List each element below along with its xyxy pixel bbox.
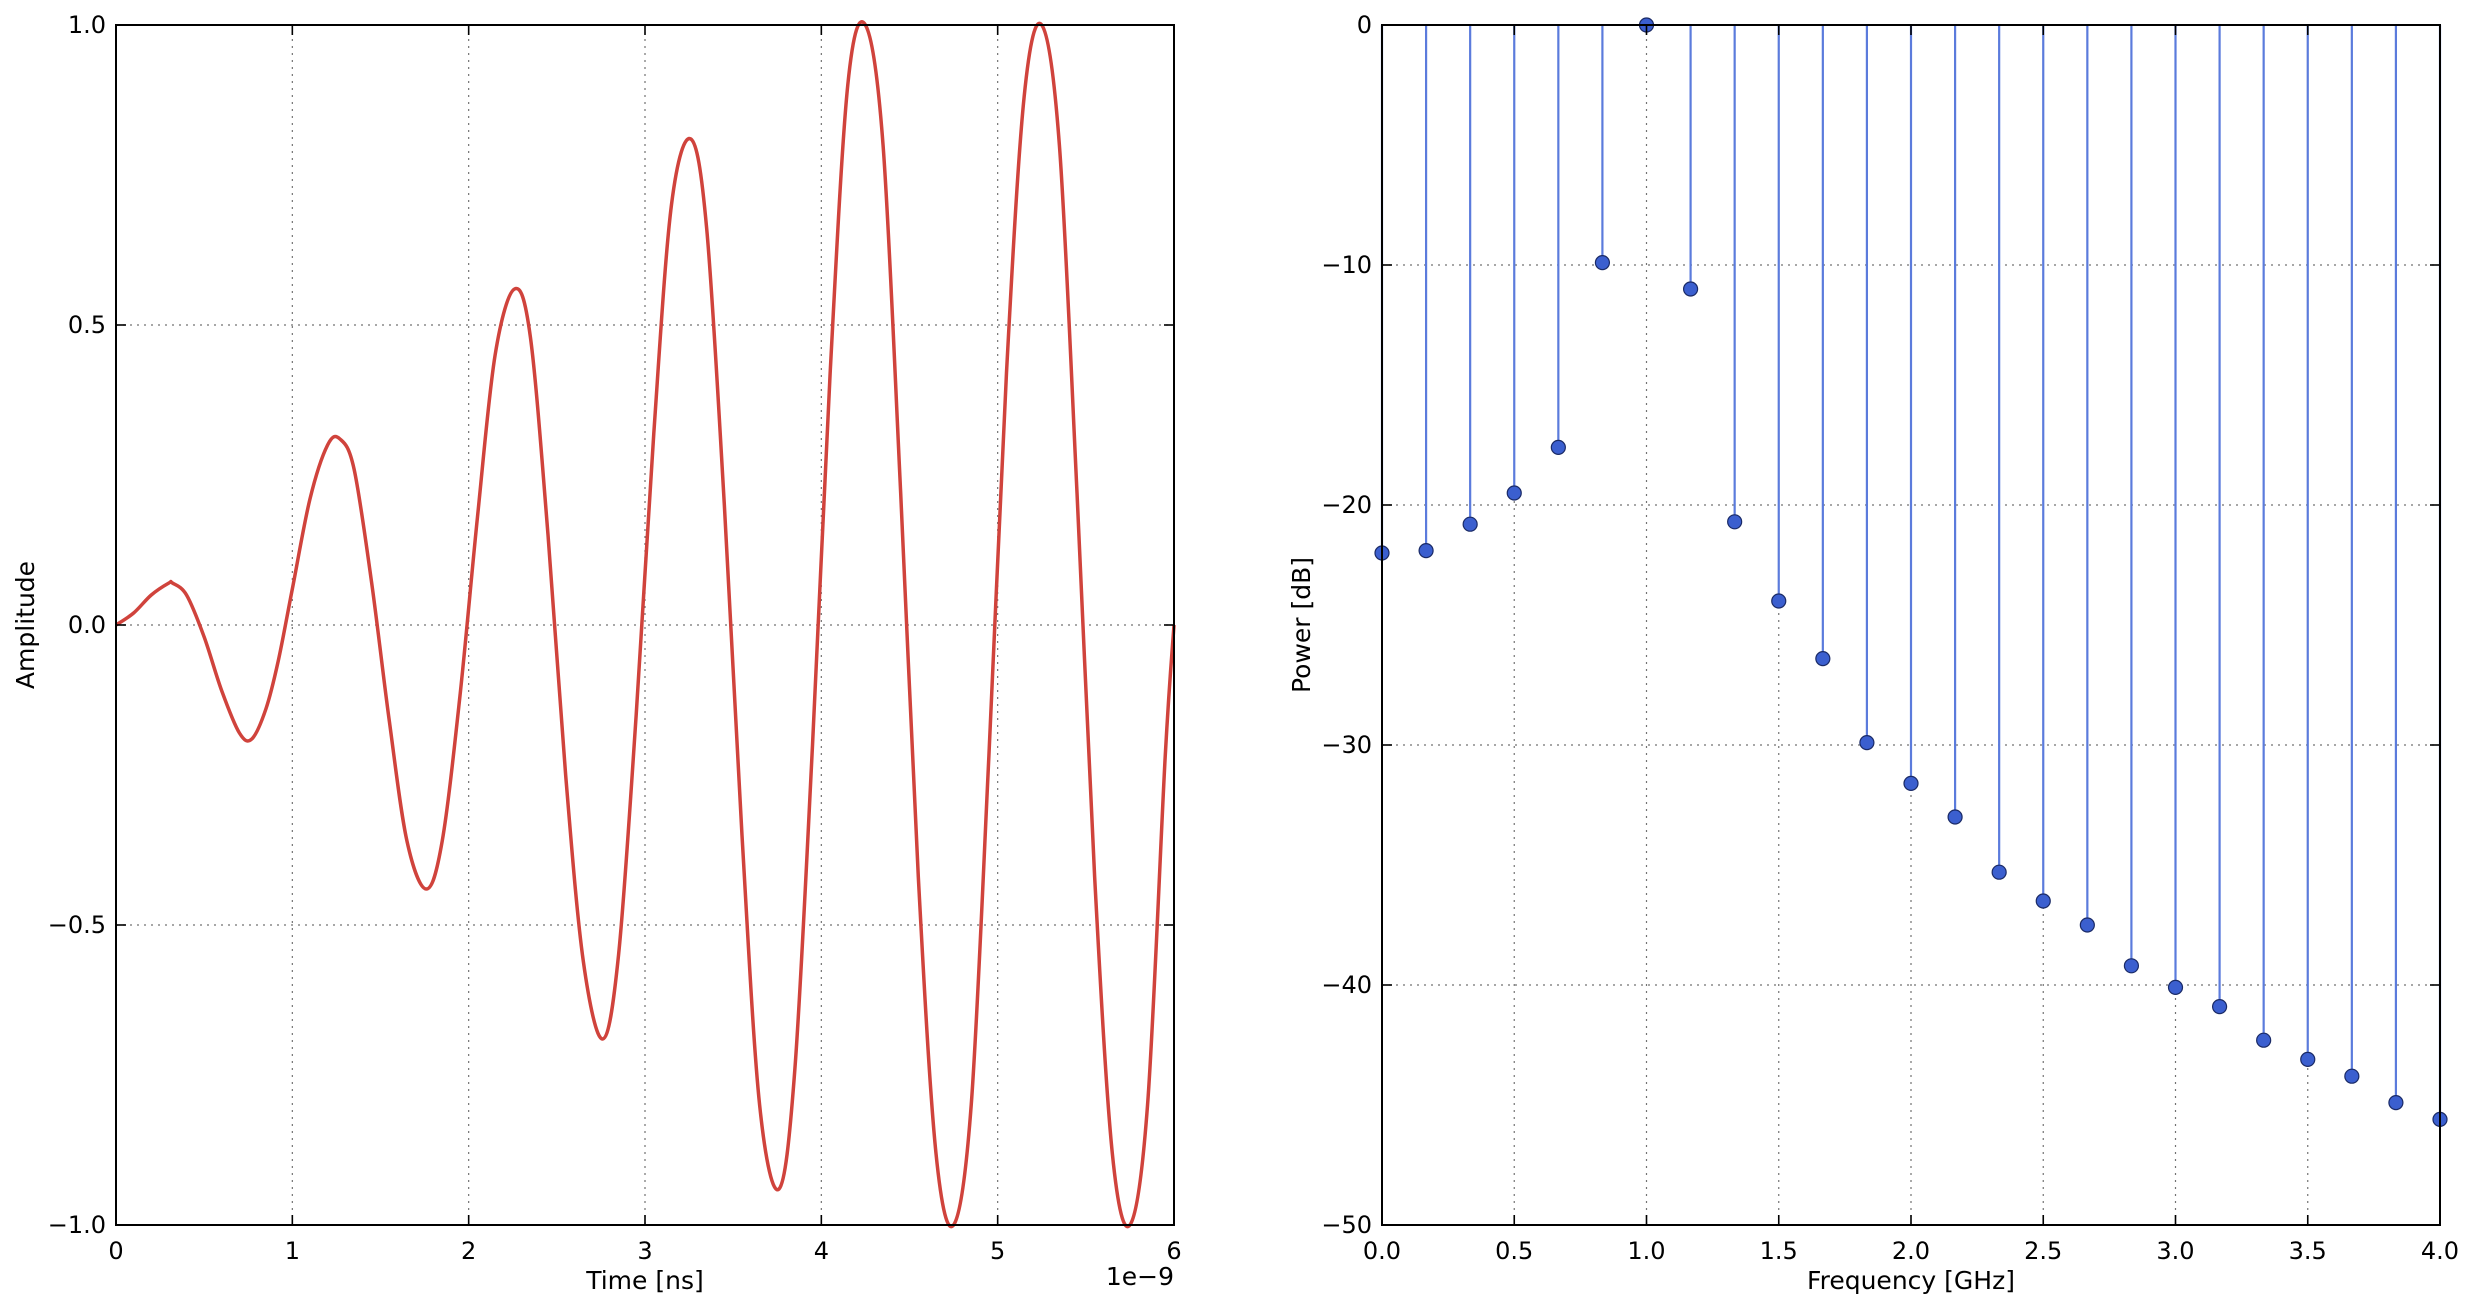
x-tick-label: 2.0 xyxy=(1892,1237,1930,1265)
spectrum-marker xyxy=(1682,281,1699,297)
y-tick-label: −1.0 xyxy=(48,1211,106,1239)
spectrum-marker xyxy=(2256,1032,2272,1048)
waveform-ticks: 0 1 2 3 4 5 6 −1.0 −0.5 0.0 0.5 1.0 xyxy=(48,11,1182,1265)
spectrum-marker xyxy=(1727,514,1743,530)
spectrum-marker xyxy=(2300,1051,2316,1068)
x-tick-label: 4.0 xyxy=(2421,1237,2459,1265)
x-tick-label: 2.5 xyxy=(2024,1237,2062,1265)
x-tick-label: 5 xyxy=(990,1237,1005,1265)
spectrum-marker xyxy=(1991,864,2007,880)
y-tick-label: −30 xyxy=(1321,731,1372,759)
waveform-chart: 0 1 2 3 4 5 6 −1.0 −0.5 0.0 0.5 1.0 Time [ns] Ampli… xyxy=(11,11,1182,1295)
x-tick-label: 4 xyxy=(814,1237,829,1265)
spectrum-marker xyxy=(1859,734,1875,751)
spectrum-marker xyxy=(1418,542,1434,559)
spectrum-marker xyxy=(2035,893,2051,909)
spectrum-marker xyxy=(2388,1094,2404,1111)
waveform-grid xyxy=(116,25,1174,1225)
spectrum-ticks: 0.0 0.5 1.0 1.5 2.0 2.5 3.0 3.5 4.0 −50 −40 −30 −20 −… xyxy=(1321,11,2459,1265)
spectrum-marker xyxy=(2079,917,2095,933)
x-tick-label: 1.5 xyxy=(1760,1237,1798,1265)
y-tick-label: 1.0 xyxy=(68,11,106,39)
x-tick-label: 0 xyxy=(108,1237,123,1265)
y-tick-label: −50 xyxy=(1321,1211,1372,1239)
x-tick-label: 2 xyxy=(461,1237,476,1265)
spectrum-marker xyxy=(1462,516,1478,532)
y-tick-label: 0 xyxy=(1357,11,1372,39)
spectrum-marker xyxy=(2344,1068,2360,1084)
spectrum-marker xyxy=(1506,485,1522,501)
waveform-series xyxy=(115,20,1176,1229)
y-tick-label: −10 xyxy=(1321,251,1372,279)
x-tick-label: 1 xyxy=(285,1237,300,1265)
y-tick-label: −20 xyxy=(1321,491,1372,519)
x-tick-label: 3.0 xyxy=(2156,1237,2194,1265)
spectrum-marker xyxy=(1947,809,1963,825)
spectrum-marker xyxy=(2167,979,2184,996)
x-tick-label: 0.5 xyxy=(1495,1237,1533,1265)
x-tick-label: 3.5 xyxy=(2289,1237,2327,1265)
x-tick-label: 3 xyxy=(637,1237,652,1265)
spectrum-marker xyxy=(2123,958,2140,974)
y-tick-label: −40 xyxy=(1321,971,1372,999)
spectrum-y-axis-label: Power [dB] xyxy=(1287,557,1316,693)
y-tick-label: −0.5 xyxy=(48,911,106,939)
spectrum-marker xyxy=(2211,998,2228,1015)
y-tick-label: 0.0 xyxy=(68,611,106,639)
spectrum-marker xyxy=(1815,650,1831,667)
waveform-line xyxy=(115,20,1176,1229)
spectrum-marker xyxy=(1903,775,1919,792)
spectrum-series xyxy=(1374,17,2448,1128)
x-tick-label: 1.0 xyxy=(1627,1237,1665,1265)
spectrum-marker xyxy=(1771,593,1787,609)
waveform-x-offset-label: 1e−9 xyxy=(1106,1262,1174,1291)
y-tick-label: 0.5 xyxy=(68,311,106,339)
spectrum-marker xyxy=(1550,439,1566,455)
spectrum-x-axis-label: Frequency [GHz] xyxy=(1807,1266,2015,1295)
spectrum-marker xyxy=(1594,255,1611,271)
waveform-y-axis-label: Amplitude xyxy=(11,561,40,689)
waveform-x-axis-label: Time [ns] xyxy=(585,1266,704,1295)
x-tick-label: 0.0 xyxy=(1363,1237,1401,1265)
x-tick-label: 6 xyxy=(1166,1237,1181,1265)
spectrum-chart: 0.0 0.5 1.0 1.5 2.0 2.5 3.0 3.5 4.0 −50 −40 −30 −20 −… xyxy=(1287,11,2459,1295)
